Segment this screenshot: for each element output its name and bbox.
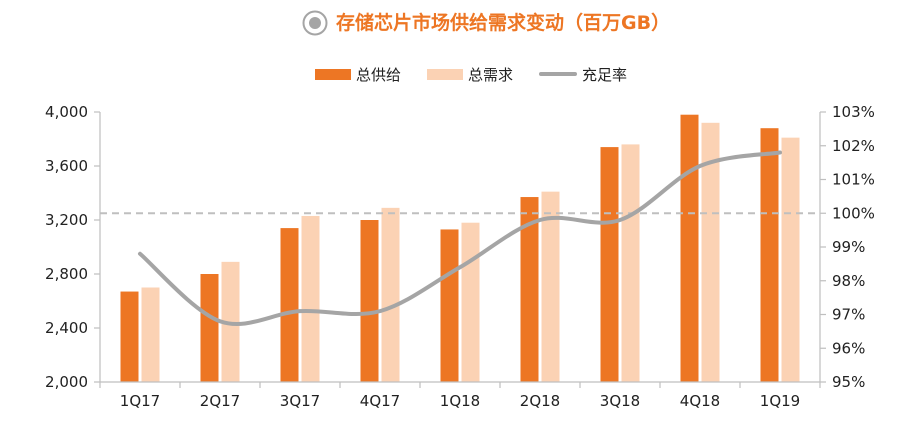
- legend-label-supply: 总供给: [356, 65, 402, 84]
- x-tick-label: 1Q18: [440, 392, 480, 410]
- chart-title-block: 存储芯片市场供给需求变动（百万GB）: [0, 6, 923, 40]
- bar-supply-4Q17: [360, 220, 379, 382]
- y-left-tick-label: 3,600: [45, 157, 88, 175]
- legend: 总供给 总需求 充足率: [0, 60, 923, 88]
- y-left-tick-label: 2,400: [45, 319, 88, 337]
- x-tick-label: 3Q17: [280, 392, 320, 410]
- bar-supply-2Q17: [200, 274, 219, 382]
- bar-demand-3Q17: [301, 215, 320, 382]
- bar-demand-3Q18: [621, 144, 640, 382]
- y-left-tick-label: 3,200: [45, 211, 88, 229]
- legend-swatch-demand: [427, 68, 463, 80]
- circle-bullet-icon: [302, 10, 328, 36]
- legend-swatch-supply: [315, 68, 351, 80]
- bar-supply-1Q17: [120, 291, 139, 382]
- y-right-tick-label: 98%: [832, 272, 865, 290]
- bar-demand-1Q17: [141, 287, 160, 382]
- bar-supply-2Q18: [520, 197, 539, 382]
- bar-demand-2Q18: [541, 191, 560, 382]
- x-tick-label: 2Q18: [520, 392, 560, 410]
- bar-demand-1Q18: [461, 222, 480, 382]
- legend-label-demand: 总需求: [468, 65, 514, 84]
- x-tick-label: 4Q17: [360, 392, 400, 410]
- y-right-tick-label: 97%: [832, 306, 865, 324]
- legend-item-demand: 总需求: [427, 60, 513, 88]
- bar-supply-3Q18: [600, 147, 619, 382]
- bar-supply-1Q18: [440, 229, 459, 382]
- bar-demand-1Q19: [781, 137, 800, 382]
- y-right-tick-label: 99%: [832, 238, 865, 256]
- y-right-tick-label: 95%: [832, 373, 865, 391]
- x-tick-label: 1Q17: [120, 392, 160, 410]
- bar-supply-3Q17: [280, 228, 299, 382]
- x-tick-label: 4Q18: [680, 392, 720, 410]
- legend-item-supply: 总供给: [315, 60, 401, 88]
- y-right-tick-label: 96%: [832, 339, 865, 357]
- bar-supply-4Q18: [680, 114, 699, 382]
- y-right-tick-label: 103%: [832, 103, 875, 121]
- legend-label-ratio: 充足率: [582, 65, 628, 84]
- x-tick-label: 3Q18: [600, 392, 640, 410]
- y-right-tick-label: 102%: [832, 137, 875, 155]
- y-left-tick-label: 2,800: [45, 265, 88, 283]
- legend-item-ratio: 充足率: [539, 60, 627, 88]
- bar-demand-4Q17: [381, 207, 400, 382]
- legend-swatch-ratio: [539, 72, 577, 76]
- x-tick-label: 2Q17: [200, 392, 240, 410]
- y-left-tick-label: 2,000: [45, 373, 88, 391]
- x-tick-label: 1Q19: [760, 392, 800, 410]
- y-right-tick-label: 101%: [832, 171, 875, 189]
- y-right-tick-label: 100%: [832, 204, 875, 222]
- chart-title: 存储芯片市场供给需求变动（百万GB）: [336, 12, 671, 34]
- bar-supply-1Q19: [760, 128, 779, 382]
- bar-demand-4Q18: [701, 122, 720, 383]
- y-left-tick-label: 4,000: [45, 103, 88, 121]
